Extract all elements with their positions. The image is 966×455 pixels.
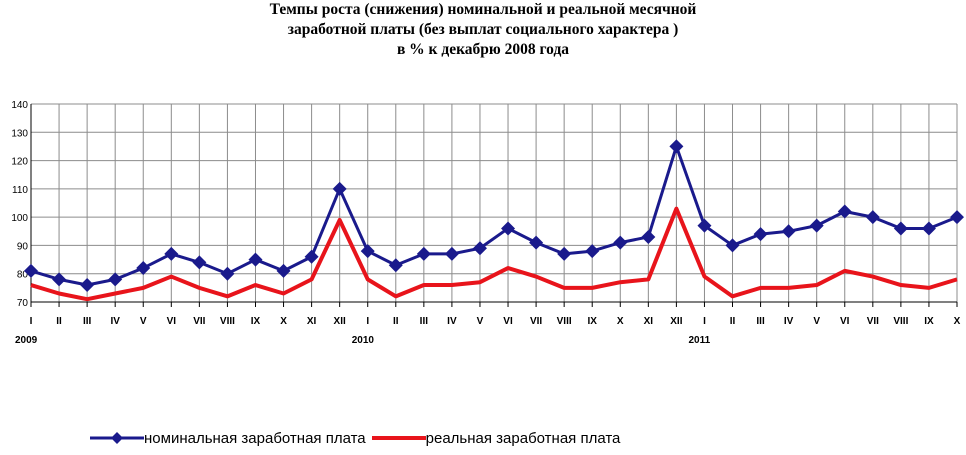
x-tick-label: XII <box>334 316 346 327</box>
x-tick-label: IV <box>784 316 794 327</box>
data-point-nominal <box>921 221 936 236</box>
data-point-nominal <box>24 263 38 278</box>
x-tick-label: VI <box>167 316 177 327</box>
data-point-nominal <box>950 210 964 225</box>
series-line-nominal <box>30 144 958 287</box>
y-tick-label: 90 <box>17 241 29 252</box>
x-tick-label: III <box>420 316 429 327</box>
year-label: 2011 <box>688 335 710 346</box>
legend-nominal-line-marker-icon <box>90 432 144 444</box>
x-tick-label: III <box>83 316 92 327</box>
x-tick-label: II <box>393 316 399 327</box>
data-point-nominal <box>388 258 403 273</box>
data-point-nominal <box>80 278 95 293</box>
y-tick-label: 80 <box>17 270 29 281</box>
data-point-nominal <box>108 272 123 287</box>
data-point-nominal <box>753 227 768 242</box>
y-tick-label: 100 <box>11 213 28 224</box>
data-point-nominal <box>136 261 151 276</box>
data-point-nominal <box>781 224 796 239</box>
data-point-nominal <box>725 238 740 253</box>
data-point-nominal <box>248 252 263 267</box>
data-point-nominal <box>192 255 207 270</box>
x-tick-label: V <box>140 316 147 327</box>
data-point-nominal <box>220 266 235 281</box>
data-point-nominal <box>557 246 572 261</box>
y-tick-label: 110 <box>12 185 28 196</box>
data-point-nominal <box>52 272 67 287</box>
data-point-nominal <box>501 221 516 236</box>
x-tick-label: X <box>617 316 624 327</box>
x-tick-label: VIII <box>557 316 572 327</box>
legend-label-real: реальная заработная плата <box>425 429 621 447</box>
data-point-nominal <box>276 263 291 278</box>
x-tick-label: XI <box>307 316 317 327</box>
x-tick-label: IX <box>587 316 597 327</box>
x-tick-label: I <box>366 316 369 327</box>
y-tick-label: 130 <box>11 128 28 139</box>
year-label: 2010 <box>352 335 375 346</box>
data-point-nominal <box>585 244 600 259</box>
x-tick-label: I <box>30 316 33 327</box>
x-tick-label: IV <box>447 316 457 327</box>
x-tick-label: VI <box>503 316 513 327</box>
x-tick-label: VIII <box>220 316 235 327</box>
x-tick-label: XI <box>644 316 654 327</box>
x-tick-label: XII <box>670 316 682 327</box>
data-point-nominal <box>164 246 179 261</box>
data-point-nominal <box>809 218 824 233</box>
year-label: 2009 <box>15 335 38 346</box>
x-tick-label: I <box>703 316 706 327</box>
x-tick-label: VII <box>193 316 205 327</box>
data-point-nominal <box>669 139 684 154</box>
x-tick-label: V <box>477 316 484 327</box>
y-tick-label: 140 <box>11 100 28 111</box>
x-tick-label: X <box>280 316 287 327</box>
legend-real-line-icon <box>371 436 426 440</box>
chart-title: Темпы роста (снижения) номинальной и реа… <box>0 0 966 60</box>
y-tick-label: 120 <box>11 157 28 168</box>
data-point-nominal <box>444 246 459 261</box>
x-tick-label: X <box>954 316 961 327</box>
data-point-nominal <box>865 210 880 225</box>
x-tick-label: VI <box>840 316 850 327</box>
legend-label-nominal: номинальная заработная плата <box>144 429 366 447</box>
data-point-nominal <box>304 249 319 264</box>
data-point-nominal <box>697 218 712 233</box>
data-point-nominal <box>613 235 628 250</box>
x-tick-label: III <box>756 316 765 327</box>
y-tick-label: 70 <box>17 298 29 309</box>
data-point-nominal <box>641 229 656 244</box>
data-point-nominal <box>472 241 487 256</box>
x-tick-label: VIII <box>893 316 908 327</box>
data-point-nominal <box>893 221 908 236</box>
data-point-nominal <box>529 235 544 250</box>
x-tick-label: IX <box>924 316 934 327</box>
x-tick-label: IX <box>251 316 261 327</box>
x-tick-label: IV <box>110 316 120 327</box>
chart-title-line-3: в % к декабрю 2008 года <box>396 41 570 58</box>
legend-item-real: реальная заработная плата <box>371 429 621 447</box>
data-point-nominal <box>360 244 375 259</box>
x-tick-label: II <box>56 316 62 327</box>
x-tick-label: VII <box>867 316 879 327</box>
chart-legend: номинальная заработная плата реальная за… <box>90 428 626 448</box>
x-tick-label: II <box>730 316 736 327</box>
series-line-real <box>30 206 958 302</box>
data-point-nominal <box>837 204 852 219</box>
chart-title-line-1: Темпы роста (снижения) номинальной и реа… <box>269 1 697 18</box>
legend-item-nominal: номинальная заработная плата <box>90 430 366 447</box>
x-tick-label: V <box>813 316 820 327</box>
chart-title-line-2: заработной платы (без выплат социального… <box>287 21 679 38</box>
data-point-nominal <box>416 246 431 261</box>
data-point-nominal <box>332 181 347 196</box>
x-tick-label: VII <box>530 316 542 327</box>
